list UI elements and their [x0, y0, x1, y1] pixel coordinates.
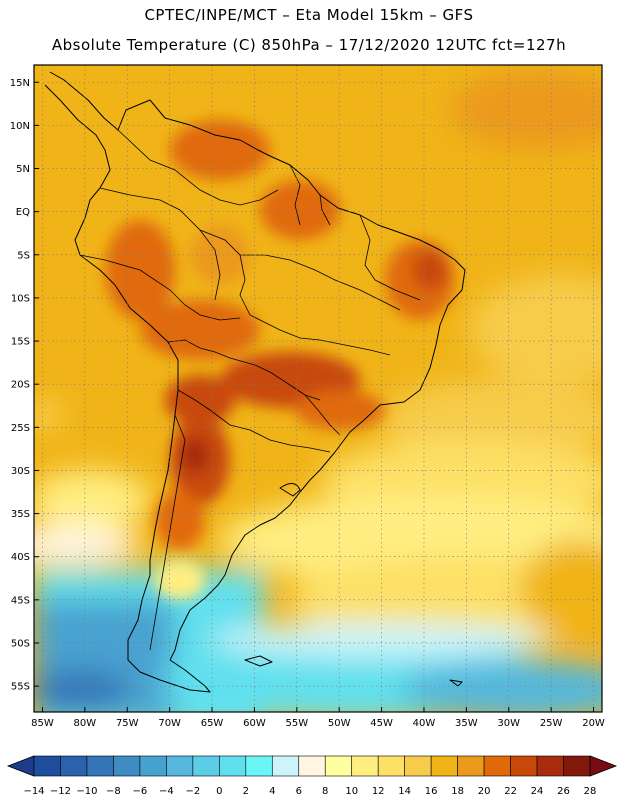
colorbar-swatch — [536, 755, 564, 777]
temperature-field — [34, 65, 602, 712]
lat-tick-label: 50S — [11, 638, 30, 649]
colorbar-swatch — [86, 755, 114, 777]
colorbar-swatch — [139, 755, 167, 777]
colorbar-swatch — [563, 755, 591, 777]
lat-tick-label: 45S — [11, 595, 30, 606]
colorbar-level-label: 10 — [345, 786, 358, 797]
lon-tick-label: 55W — [285, 718, 308, 729]
colorbar-swatch — [457, 755, 485, 777]
latitude-axis: 15N 10N 5N EQ 5S 10S 15S 20S 25S 30S 35S 40S 45S 50S 5… — [10, 78, 39, 693]
lat-tick-label: 40S — [11, 552, 30, 563]
lat-tick-label: 10N — [10, 121, 30, 132]
country-borders — [79, 129, 421, 651]
longitude-axis: 85W 80W 75W 70W 65W 60W 55W 50W 45W 40W 35W 30W 25W 2… — [31, 707, 605, 729]
lat-tick-label: EQ — [16, 207, 30, 218]
colorbar-swatch — [324, 755, 353, 777]
colorbar-level-label: −8 — [106, 786, 121, 797]
colorbar-swatch — [192, 755, 220, 777]
lon-tick-label: 20W — [582, 718, 605, 729]
colorbar-level-label: 28 — [584, 786, 597, 797]
colorbar: −14 −12 −10 −8 −6 −4 −2 0 2 4 6 8 10 12 14 16 18 20 22 24 26… — [6, 755, 618, 797]
colorbar-level-label: −14 — [23, 786, 44, 797]
colorbar-swatch — [483, 755, 511, 777]
colorbar-swatch — [166, 755, 194, 777]
map-title: CPTEC/INPE/MCT – Eta Model 15km – GFS — [144, 6, 474, 24]
colorbar-swatch — [351, 755, 379, 777]
lon-tick-label: 85W — [31, 718, 54, 729]
colorbar-swatch — [377, 755, 405, 777]
colorbar-swatch — [60, 755, 88, 777]
lat-tick-label: 25S — [11, 423, 30, 434]
lon-tick-label: 35W — [455, 718, 478, 729]
colorbar-level-label: 20 — [478, 786, 491, 797]
lon-tick-label: 75W — [116, 718, 139, 729]
colorbar-level-label: 16 — [425, 786, 438, 797]
colorbar-level-label: 4 — [269, 786, 275, 797]
map-subtitle: Absolute Temperature (C) 850hPa – 17/12/… — [51, 36, 567, 54]
lat-tick-label: 20S — [11, 380, 30, 391]
colorbar-swatch — [271, 755, 300, 777]
colorbar-swatch — [245, 755, 273, 777]
lon-tick-label: 60W — [243, 718, 266, 729]
lon-tick-label: 65W — [201, 718, 224, 729]
plot-frame — [33, 64, 603, 713]
colorbar-swatch — [404, 755, 432, 777]
lat-lon-grid — [34, 65, 602, 712]
lat-tick-label: 10S — [11, 293, 30, 304]
colorbar-swatch — [430, 755, 458, 777]
colorbar-swatch — [298, 755, 326, 777]
colorbar-level-label: 24 — [531, 786, 544, 797]
colorbar-level-label: −6 — [133, 786, 148, 797]
colorbar-level-label: 26 — [557, 786, 570, 797]
colorbar-swatch — [510, 755, 538, 777]
colorbar-level-label: 14 — [398, 786, 411, 797]
lat-tick-label: 5S — [17, 250, 30, 261]
colorbar-level-label: 22 — [504, 786, 517, 797]
colorbar-level-label: −4 — [159, 786, 174, 797]
lat-tick-label: 30S — [11, 466, 30, 477]
lon-tick-label: 40W — [413, 718, 436, 729]
lat-tick-label: 15N — [10, 78, 30, 89]
lon-tick-label: 50W — [328, 718, 351, 729]
lat-tick-label: 5N — [16, 164, 30, 175]
colorbar-level-label: 2 — [243, 786, 249, 797]
colorbar-level-label: −2 — [185, 786, 200, 797]
lat-tick-label: 35S — [11, 509, 30, 520]
colorbar-swatch — [33, 755, 61, 777]
lon-tick-label: 30W — [497, 718, 520, 729]
lat-tick-label: 15S — [11, 337, 30, 348]
coastline — [44, 71, 466, 693]
lon-tick-label: 45W — [370, 718, 393, 729]
lon-tick-label: 80W — [74, 718, 97, 729]
colorbar-level-label: 8 — [322, 786, 328, 797]
colorbar-over-triangle — [589, 755, 618, 777]
lon-tick-label: 25W — [540, 718, 563, 729]
colorbar-under-triangle — [6, 755, 35, 777]
colorbar-level-label: 12 — [372, 786, 385, 797]
lat-tick-label: 55S — [11, 682, 30, 693]
colorbar-level-label: −10 — [76, 786, 97, 797]
colorbar-swatch — [219, 755, 247, 777]
colorbar-level-label: 0 — [216, 786, 222, 797]
colorbar-level-label: 18 — [451, 786, 464, 797]
lon-tick-label: 70W — [158, 718, 181, 729]
colorbar-level-label: 6 — [296, 786, 302, 797]
colorbar-swatch — [113, 755, 141, 777]
colorbar-level-label: −12 — [50, 786, 71, 797]
